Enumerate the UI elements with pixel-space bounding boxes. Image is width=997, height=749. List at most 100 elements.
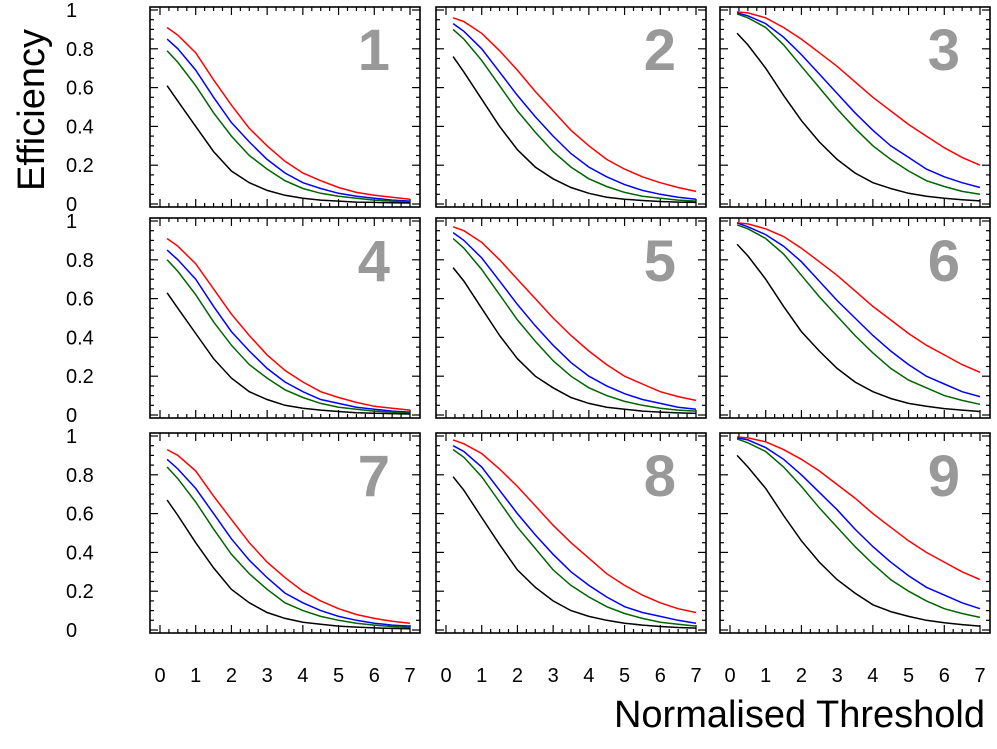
x-tick-label: 3 [262, 665, 273, 687]
series-black-line [736, 454, 981, 627]
x-tick-label: 4 [297, 665, 308, 687]
y-tick-label: 0.6 [66, 504, 94, 526]
series-green-line [736, 13, 981, 196]
panel-3: 3 [719, 6, 991, 208]
x-tick-label: 7 [404, 665, 415, 687]
x-tick-label: 5 [619, 665, 630, 687]
series-blue-line [452, 445, 697, 624]
series-blue-line [452, 231, 697, 410]
series-black-line [736, 32, 981, 202]
x-tick-label: 2 [512, 665, 523, 687]
x-tick-label: 2 [226, 665, 237, 687]
y-tick-label: 0.2 [66, 581, 94, 603]
x-tick-label: 2 [796, 665, 807, 687]
panel-grid: 0 0.2 0.4 0.6 0.8 1 1 2 3 0 0.2 0.4 0.6 0.8 1 4 5 6 0 0.2 0.… [66, 0, 991, 687]
x-tick-label: 1 [760, 665, 771, 687]
series-black-line [736, 243, 981, 413]
series-black-line [452, 476, 697, 629]
panel-4: 0 0.2 0.4 0.6 0.8 1 4 [66, 211, 421, 427]
series-green-line [736, 224, 981, 406]
panel-7: 0 0.2 0.4 0.6 0.8 1 0 1 2 3 4 5 6 7 7 [66, 426, 421, 687]
panel-5: 5 [435, 217, 707, 419]
series-blue-line [736, 12, 981, 189]
y-tick-label: 0.8 [66, 250, 94, 272]
x-axis-label: Normalised Threshold [614, 694, 985, 736]
x-tick-label: 5 [333, 665, 344, 687]
x-tick-label: 3 [832, 665, 843, 687]
y-tick-label: 1 [66, 0, 77, 22]
x-tick-label: 1 [476, 665, 487, 687]
y-tick-label: 0 [66, 405, 77, 427]
panel-6: 6 [719, 217, 991, 419]
series-red-line [737, 222, 981, 373]
series-red-line [737, 11, 981, 166]
series-red-line [166, 237, 411, 411]
series-red-line [166, 448, 411, 624]
x-tick-label: 7 [974, 665, 985, 687]
series-blue-line [166, 249, 411, 413]
panel-2: 2 [435, 6, 707, 208]
series-red-line [737, 436, 981, 581]
panel-number-label: 5 [644, 229, 676, 294]
x-tick-label: 0 [440, 665, 451, 687]
series-green-line [452, 448, 697, 627]
y-tick-label: 1 [66, 211, 77, 233]
x-tick-label: 6 [369, 665, 380, 687]
x-tick-label: 6 [655, 665, 666, 687]
series-green-line [736, 438, 981, 619]
series-green-line [166, 259, 411, 414]
series-red-line [166, 26, 411, 200]
panel-number-label: 2 [644, 18, 676, 83]
y-tick-label: 0 [66, 194, 77, 216]
x-tick-label: 0 [154, 665, 165, 687]
y-tick-label: 0.2 [66, 155, 94, 177]
series-blue-line [166, 458, 411, 627]
y-tick-label: 0.2 [66, 366, 94, 388]
series-red-line [452, 17, 697, 193]
series-blue-line [736, 222, 981, 398]
x-tick-label: 1 [190, 665, 201, 687]
series-green-line [452, 28, 697, 202]
x-tick-label: 0 [724, 665, 735, 687]
panel-number-label: 7 [358, 444, 390, 509]
y-tick-label: 0.6 [66, 289, 94, 311]
panel-number-label: 3 [928, 18, 960, 83]
series-black-line [166, 85, 411, 204]
x-tick-label: 4 [867, 665, 878, 687]
y-tick-label: 0.4 [66, 116, 94, 138]
x-tick-label: 5 [903, 665, 914, 687]
series-red-line [452, 226, 697, 402]
x-tick-label: 6 [939, 665, 950, 687]
panel-number-label: 9 [928, 444, 960, 509]
y-axis-label: Efficiency [11, 29, 53, 191]
y-tick-label: 0.4 [66, 327, 94, 349]
panel-number-label: 4 [358, 229, 390, 294]
y-tick-label: 1 [66, 426, 77, 448]
series-blue-line [452, 22, 697, 200]
panel-1: 0 0.2 0.4 0.6 0.8 1 1 [66, 0, 421, 216]
series-black-line [452, 267, 697, 415]
series-black-line [166, 292, 411, 415]
panel-number-label: 8 [644, 444, 676, 509]
series-blue-line [166, 38, 411, 202]
series-blue-line [736, 437, 981, 610]
series-black-line [166, 499, 411, 630]
series-red-line [452, 439, 697, 614]
series-green-line [166, 50, 411, 203]
x-tick-label: 3 [548, 665, 559, 687]
y-tick-label: 0.8 [66, 465, 94, 487]
series-green-line [452, 237, 697, 412]
y-tick-label: 0.6 [66, 78, 94, 100]
x-tick-label: 7 [690, 665, 701, 687]
y-tick-label: 0.4 [66, 542, 94, 564]
x-tick-label: 4 [583, 665, 594, 687]
panel-8: 0 1 2 3 4 5 6 7 8 [435, 432, 707, 687]
y-tick-label: 0.8 [66, 39, 94, 61]
panel-number-label: 6 [928, 229, 960, 294]
series-black-line [452, 56, 697, 204]
y-tick-label: 0 [66, 620, 77, 642]
panel-9: 0 1 2 3 4 5 6 7 9 [719, 432, 991, 687]
series-green-line [166, 466, 411, 629]
panel-number-label: 1 [358, 18, 390, 83]
